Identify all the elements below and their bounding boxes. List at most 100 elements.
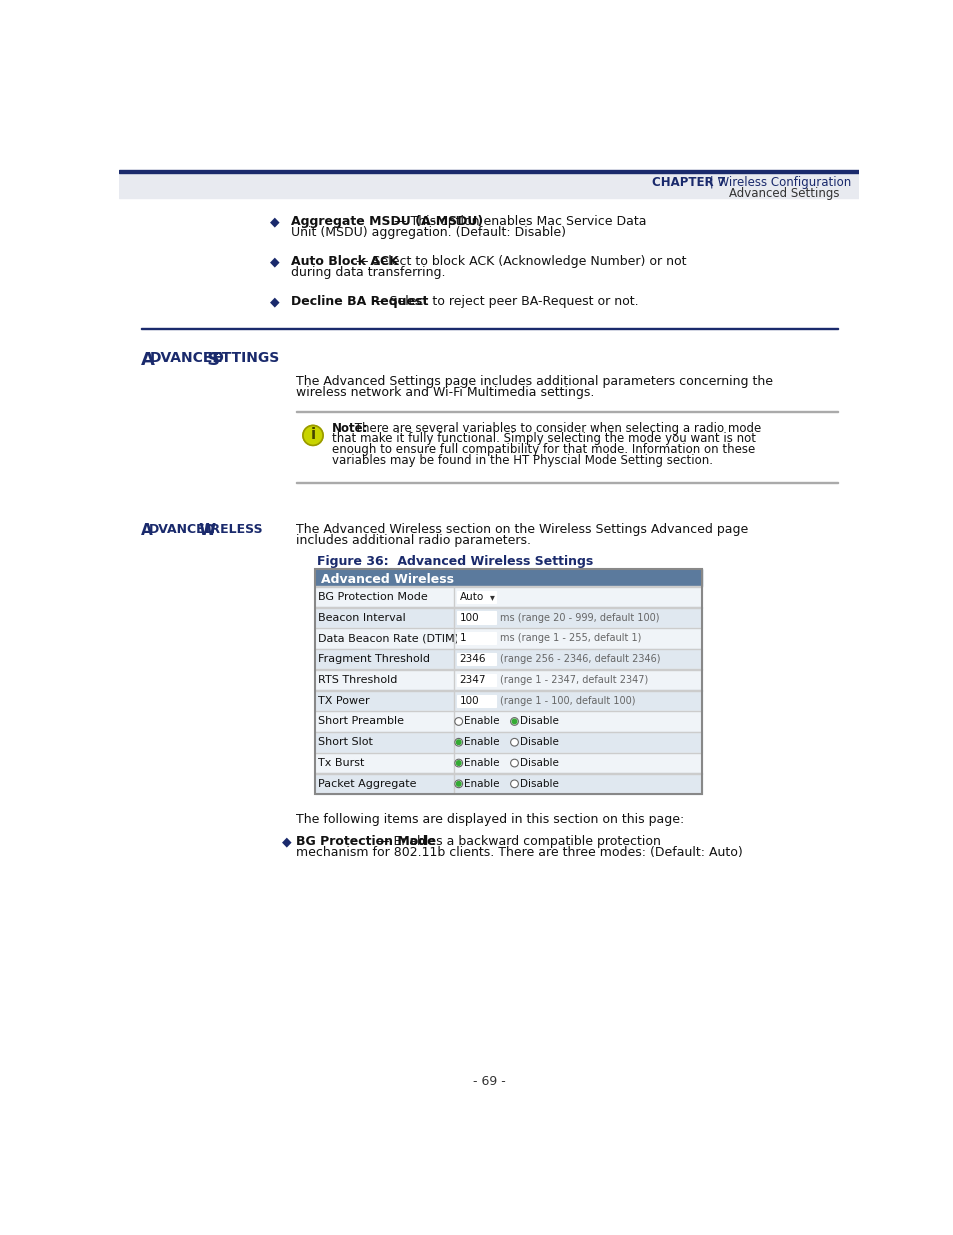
Bar (314, 608, 701, 627)
Text: Figure 36:  Advanced Wireless Settings: Figure 36: Advanced Wireless Settings (316, 555, 593, 568)
Circle shape (455, 718, 462, 725)
Bar (119, 169, 858, 173)
Bar (314, 648, 701, 669)
Bar (314, 752, 701, 773)
Text: S: S (201, 351, 220, 369)
Text: (range 1 - 2347, default 2347): (range 1 - 2347, default 2347) (499, 674, 647, 685)
Text: TX Power: TX Power (318, 695, 370, 705)
Text: Disable: Disable (519, 737, 558, 747)
Text: Short Slot: Short Slot (318, 737, 373, 747)
Circle shape (510, 739, 517, 746)
Text: variables may be found in the HT Physcial Mode Setting section.: variables may be found in the HT Physcia… (332, 454, 712, 467)
Text: Beacon Interval: Beacon Interval (318, 613, 406, 622)
Text: (range 1 - 100, default 100): (range 1 - 100, default 100) (499, 695, 635, 705)
Bar (314, 711, 701, 732)
Text: IRELESS: IRELESS (207, 524, 263, 536)
Text: — Enables a backward compatible protection: — Enables a backward compatible protecti… (373, 835, 660, 848)
Circle shape (456, 782, 460, 787)
Text: 100: 100 (459, 613, 478, 622)
Text: A: A (141, 351, 154, 369)
Text: — This option enables Mac Service Data: — This option enables Mac Service Data (390, 215, 646, 228)
Text: ms (range 20 - 999, default 100): ms (range 20 - 999, default 100) (499, 613, 659, 622)
Circle shape (455, 781, 462, 788)
Circle shape (456, 761, 460, 766)
Text: - 69 -: - 69 - (472, 1074, 505, 1088)
Text: i: i (310, 427, 315, 442)
Bar (141, 327, 838, 330)
Bar (314, 732, 701, 752)
Text: The Advanced Settings page includes additional parameters concerning the: The Advanced Settings page includes addi… (295, 375, 772, 388)
Text: Short Preamble: Short Preamble (318, 716, 404, 726)
Bar (314, 569, 701, 587)
Circle shape (303, 425, 323, 446)
Text: — Select to block ACK (Acknowledge Number) or not: — Select to block ACK (Acknowledge Numbe… (351, 256, 685, 268)
Text: CHAPTER 7: CHAPTER 7 (652, 175, 725, 189)
Text: ◆: ◆ (270, 256, 280, 268)
Circle shape (456, 740, 460, 745)
Text: Disable: Disable (519, 716, 558, 726)
Circle shape (510, 718, 517, 725)
Text: | Wireless Configuration: | Wireless Configuration (705, 175, 850, 189)
Bar (314, 587, 701, 608)
Text: The Advanced Wireless section on the Wireless Settings Advanced page: The Advanced Wireless section on the Wir… (295, 524, 747, 536)
Text: ◆: ◆ (270, 295, 280, 309)
Text: 2347: 2347 (459, 674, 485, 685)
Text: Disable: Disable (519, 779, 558, 789)
Bar (314, 627, 701, 648)
Text: DVANCED: DVANCED (149, 524, 215, 536)
Text: Enable: Enable (464, 737, 499, 747)
Text: during data transferring.: during data transferring. (291, 266, 445, 279)
Text: RTS Threshold: RTS Threshold (318, 674, 397, 685)
Text: Disable: Disable (519, 758, 558, 768)
Text: ◆: ◆ (270, 215, 280, 228)
Text: Tx Burst: Tx Burst (318, 758, 364, 768)
Text: Advanced Wireless: Advanced Wireless (320, 573, 454, 587)
Text: Aggregate MSDU (A-MSDU): Aggregate MSDU (A-MSDU) (291, 215, 483, 228)
Text: A: A (141, 524, 152, 538)
Text: The following items are displayed in this section on this page:: The following items are displayed in thi… (295, 814, 683, 826)
Text: ◆: ◆ (282, 835, 292, 848)
Text: Packet Aggregate: Packet Aggregate (318, 779, 416, 789)
Text: Unit (MSDU) aggregation. (Default: Disable): Unit (MSDU) aggregation. (Default: Disab… (291, 226, 566, 238)
Text: wireless network and Wi-Fi Multimedia settings.: wireless network and Wi-Fi Multimedia se… (295, 387, 594, 399)
Text: Enable: Enable (464, 779, 499, 789)
Bar (119, 148, 858, 169)
Text: — Select to reject peer BA-Request or not.: — Select to reject peer BA-Request or no… (369, 295, 638, 309)
Text: 2346: 2346 (459, 655, 485, 664)
Bar (314, 569, 701, 794)
Bar (456, 653, 496, 666)
Text: 100: 100 (459, 695, 478, 705)
Circle shape (455, 739, 462, 746)
Text: W: W (194, 524, 216, 538)
Circle shape (512, 719, 517, 724)
Bar (456, 632, 496, 645)
Bar (314, 669, 701, 690)
Text: BG Protection Mode: BG Protection Mode (295, 835, 436, 848)
Text: ETTINGS: ETTINGS (213, 351, 280, 364)
Bar (314, 773, 701, 794)
Circle shape (455, 760, 462, 767)
Text: Fragment Threshold: Fragment Threshold (318, 655, 430, 664)
Text: Data Beacon Rate (DTIM): Data Beacon Rate (DTIM) (318, 634, 459, 643)
Bar (314, 690, 701, 711)
Text: ▾: ▾ (489, 592, 494, 601)
Circle shape (510, 781, 517, 788)
Text: that make it fully functional. Simply selecting the mode you want is not: that make it fully functional. Simply se… (332, 432, 755, 446)
Text: Enable: Enable (464, 716, 499, 726)
Text: enough to ensure full compatibility for that mode. Information on these: enough to ensure full compatibility for … (332, 443, 754, 456)
Text: Auto: Auto (459, 592, 484, 601)
Text: (range 256 - 2346, default 2346): (range 256 - 2346, default 2346) (499, 655, 659, 664)
Bar (456, 694, 496, 706)
Text: Enable: Enable (464, 758, 499, 768)
Bar (456, 674, 496, 687)
Text: Note:: Note: (332, 421, 368, 435)
Bar (456, 590, 496, 603)
Text: 1: 1 (459, 634, 466, 643)
Text: Advanced Settings: Advanced Settings (729, 186, 840, 200)
Text: ms (range 1 - 255, default 1): ms (range 1 - 255, default 1) (499, 634, 640, 643)
Text: Decline BA Request: Decline BA Request (291, 295, 428, 309)
Text: includes additional radio parameters.: includes additional radio parameters. (295, 534, 531, 547)
Text: Auto Block ACK: Auto Block ACK (291, 256, 398, 268)
Bar (119, 173, 858, 199)
Text: DVANCED: DVANCED (150, 351, 225, 364)
